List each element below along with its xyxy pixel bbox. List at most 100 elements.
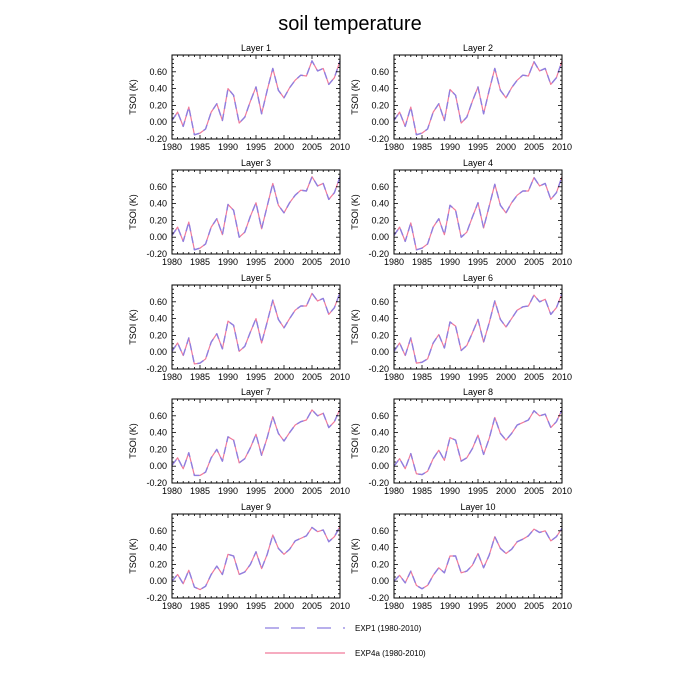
panel-layer-7: Layer 7 1980 1985 1990 1995 2000 2005 2010 -0.20… [128, 387, 350, 496]
y-tick-label: 0.20 [149, 444, 167, 454]
x-tick-label: 1990 [218, 601, 238, 611]
y-tick-label: 0.60 [371, 297, 389, 307]
x-tick-label: 1980 [162, 142, 182, 152]
x-tick-label: 2005 [302, 142, 322, 152]
y-tick-label: 0.00 [149, 232, 167, 242]
y-tick-label: 0.20 [149, 215, 167, 225]
x-tick-label: 1990 [218, 257, 238, 267]
x-tick-label: 1995 [468, 486, 488, 496]
y-tick-label: -0.20 [146, 364, 167, 374]
series-line-exp1 [393, 176, 563, 251]
series-line-exp4a [393, 176, 563, 251]
panel-title: Layer 6 [463, 273, 493, 283]
panel-layer-4: Layer 4 1980 1985 1990 1995 2000 2005 2010 -0.20… [350, 158, 572, 267]
y-axis-label: TSOI (K) [128, 194, 138, 230]
x-tick-label: 1985 [412, 142, 432, 152]
x-tick-label: 1985 [412, 601, 432, 611]
y-tick-label: 0.60 [149, 67, 167, 77]
y-tick-label: 0.60 [149, 182, 167, 192]
x-tick-label: 2005 [524, 372, 544, 382]
y-tick-label: 0.40 [371, 428, 389, 438]
plot-frame [171, 54, 341, 140]
series-line-exp1 [171, 526, 341, 591]
y-tick-label: -0.20 [368, 134, 389, 144]
x-tick-label: 1990 [440, 486, 460, 496]
plot-frame [171, 513, 341, 599]
y-tick-label: 0.00 [371, 117, 389, 127]
x-tick-label: 1995 [468, 372, 488, 382]
x-tick-label: 1995 [468, 257, 488, 267]
legend-label: EXP4a (1980-2010) [355, 649, 426, 658]
series-line-exp1 [393, 60, 563, 136]
x-tick-label: 1980 [384, 372, 404, 382]
y-tick-label: 0.00 [149, 461, 167, 471]
series-line-exp4a [393, 409, 563, 476]
y-axis-label: TSOI (K) [128, 538, 138, 574]
y-tick-label: 0.40 [149, 199, 167, 209]
y-tick-label: 0.60 [371, 526, 389, 536]
x-tick-label: 1990 [218, 486, 238, 496]
x-tick-label: 1990 [218, 372, 238, 382]
x-tick-label: 1985 [190, 372, 210, 382]
x-tick-label: 1980 [162, 372, 182, 382]
x-tick-label: 1980 [384, 601, 404, 611]
x-tick-label: 2000 [496, 142, 516, 152]
y-axis-label: TSOI (K) [350, 423, 360, 459]
x-tick-label: 1985 [412, 372, 432, 382]
x-tick-label: 2005 [524, 486, 544, 496]
panel-title: Layer 5 [241, 273, 271, 283]
y-tick-label: 0.60 [371, 411, 389, 421]
y-tick-label: 0.20 [149, 559, 167, 569]
y-tick-label: 0.00 [371, 232, 389, 242]
y-tick-label: 0.20 [371, 215, 389, 225]
series-line-exp1 [171, 60, 341, 136]
plot-frame [393, 398, 563, 484]
x-tick-label: 2005 [524, 257, 544, 267]
series-line-exp4a [393, 527, 563, 590]
x-tick-label: 1980 [384, 257, 404, 267]
y-axis-label: TSOI (K) [350, 194, 360, 230]
panel-title: Layer 1 [241, 43, 271, 53]
y-tick-label: 0.00 [371, 576, 389, 586]
x-tick-label: 2000 [274, 142, 294, 152]
x-tick-label: 1985 [190, 142, 210, 152]
series-line-exp1 [393, 293, 563, 364]
x-tick-label: 1995 [468, 142, 488, 152]
figure-title: soil temperature [278, 13, 421, 35]
y-tick-label: 0.60 [149, 526, 167, 536]
x-tick-label: 1995 [246, 372, 266, 382]
x-tick-label: 1990 [440, 142, 460, 152]
x-tick-label: 1985 [412, 257, 432, 267]
y-axis-label: TSOI (K) [350, 79, 360, 115]
x-tick-label: 2010 [552, 142, 572, 152]
x-tick-label: 2010 [552, 601, 572, 611]
x-tick-label: 1980 [384, 142, 404, 152]
x-tick-label: 1980 [162, 601, 182, 611]
x-tick-label: 2000 [496, 257, 516, 267]
y-tick-label: 0.40 [371, 84, 389, 94]
x-tick-label: 1985 [190, 601, 210, 611]
series-line-exp4a [393, 60, 563, 136]
panel-title: Layer 7 [241, 387, 271, 397]
series-line-exp4a [171, 526, 341, 591]
legend: EXP1 (1980-2010) EXP4a (1980-2010) [265, 624, 426, 658]
legend-entry-exp4a: EXP4a (1980-2010) [265, 649, 426, 658]
panel-layer-6: Layer 6 1980 1985 1990 1995 2000 2005 2010 -0.20… [350, 273, 572, 382]
x-tick-label: 1980 [162, 257, 182, 267]
y-tick-label: -0.20 [146, 249, 167, 259]
y-tick-label: 0.40 [149, 543, 167, 553]
x-tick-label: 2000 [274, 257, 294, 267]
y-tick-label: 0.60 [149, 411, 167, 421]
x-tick-label: 2010 [330, 257, 350, 267]
x-tick-label: 1985 [190, 257, 210, 267]
x-tick-label: 2005 [302, 601, 322, 611]
x-tick-label: 2005 [302, 372, 322, 382]
x-tick-label: 1990 [440, 257, 460, 267]
panel-layer-3: Layer 3 1980 1985 1990 1995 2000 2005 2010 -0.20… [128, 158, 350, 267]
x-tick-label: 2005 [302, 486, 322, 496]
y-axis-label: TSOI (K) [350, 538, 360, 574]
x-tick-label: 1990 [440, 601, 460, 611]
x-tick-label: 2010 [330, 601, 350, 611]
x-tick-label: 1995 [246, 257, 266, 267]
